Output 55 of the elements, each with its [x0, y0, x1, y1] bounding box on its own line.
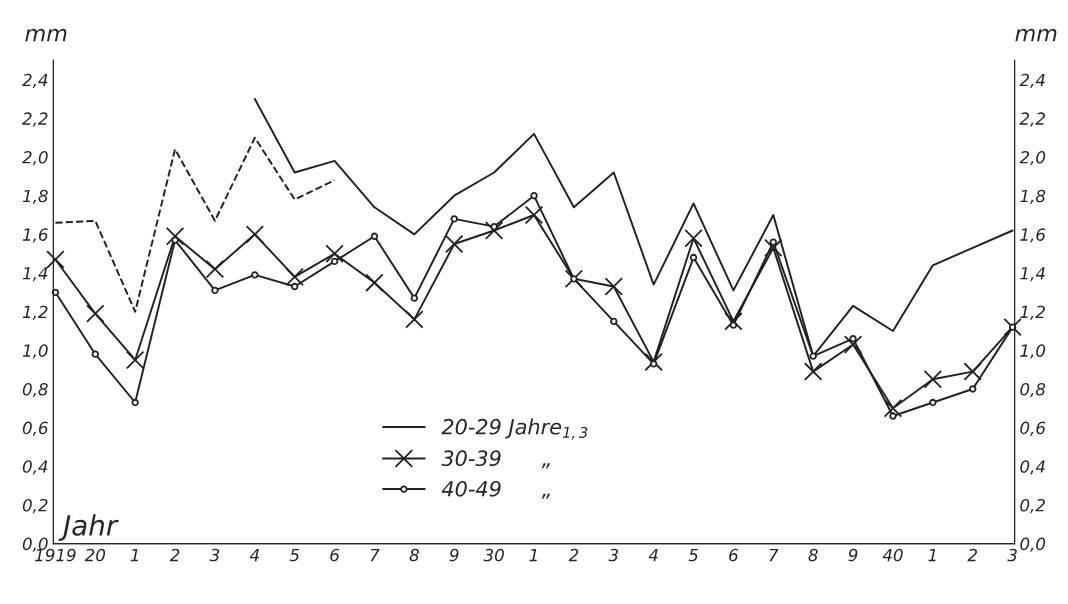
legend-label: 20-29 Jahre$_{1,3}$ [441, 418, 588, 440]
legend-label: 40-49 „ [441, 480, 550, 499]
x-tick-label: 5 [289, 548, 300, 562]
y2-tick-label: 0,2 [1020, 498, 1045, 514]
x-tick-label: 7 [769, 548, 779, 562]
y-tick-label: 1,6 [22, 228, 48, 243]
x-tick-label: 1 [130, 548, 138, 562]
y-tick-label: 1,0 [22, 344, 48, 359]
y2-tick-label: 2,2 [1019, 112, 1045, 127]
x-tick-label: 30 [483, 548, 504, 562]
x-tick-label: 20 [84, 548, 106, 562]
x-tick-label: 3 [608, 548, 618, 562]
y2-tick-label: 1,8 [1020, 189, 1046, 204]
x-tick-label: 1 [928, 548, 936, 562]
y-axis-title: mm [25, 28, 67, 42]
y2-tick-label: 2,4 [1019, 73, 1045, 88]
y2-tick-label: 0,6 [1020, 421, 1046, 436]
x-tick-label: 2 [967, 548, 977, 562]
y-tick-label: 1,4 [22, 267, 48, 282]
x-tick-label: 7 [370, 548, 380, 562]
x-tick-label: 1 [529, 548, 537, 562]
x-tick-label: 40 [882, 548, 903, 562]
y2-tick-label: 1,4 [1020, 267, 1045, 282]
y-tick-label: 2,4 [22, 73, 48, 88]
x-tick-label: 6 [729, 548, 738, 562]
x-tick-label: 4 [648, 548, 658, 562]
y2-tick-label: 1,6 [1020, 228, 1046, 243]
x-tick-label: 5 [688, 548, 698, 562]
x-tick-label: 2 [169, 548, 180, 562]
y2-axis-title: mm [1015, 28, 1057, 42]
x-tick-label: 9 [449, 548, 459, 562]
y2-tick-label: 1,0 [1020, 344, 1046, 359]
y2-tick-label: 1,2 [1020, 305, 1045, 320]
x-tick-label: 8 [808, 548, 818, 562]
y2-tick-label: 0,4 [1020, 460, 1045, 475]
legend-label: 30-39 „ [441, 450, 550, 469]
y-tick-label: 0,6 [22, 421, 48, 436]
x-axis-title: Jahr [58, 514, 119, 541]
y2-tick-label: 0,8 [1020, 382, 1046, 398]
y-tick-label: 1,2 [22, 305, 48, 320]
x-tick-label: 4 [249, 548, 259, 562]
y-tick-label: 0,8 [22, 382, 48, 398]
x-tick-label: 3 [209, 548, 220, 562]
y2-tick-label: 2,0 [1019, 151, 1046, 166]
y-tick-label: 0,4 [22, 460, 48, 475]
x-tick-label: 9 [848, 548, 858, 562]
x-tick-label: 3 [1007, 548, 1017, 562]
x-tick-label: 8 [409, 548, 419, 562]
y2-tick-label: 0,0 [1020, 537, 1046, 552]
x-tick-label: 6 [330, 548, 340, 562]
y-tick-label: 1,8 [22, 189, 48, 204]
y-tick-label: 2,0 [22, 151, 48, 166]
x-tick-label: 2 [568, 548, 579, 562]
y-tick-label: 0,2 [22, 498, 48, 514]
y-tick-label: 2,2 [22, 112, 48, 127]
